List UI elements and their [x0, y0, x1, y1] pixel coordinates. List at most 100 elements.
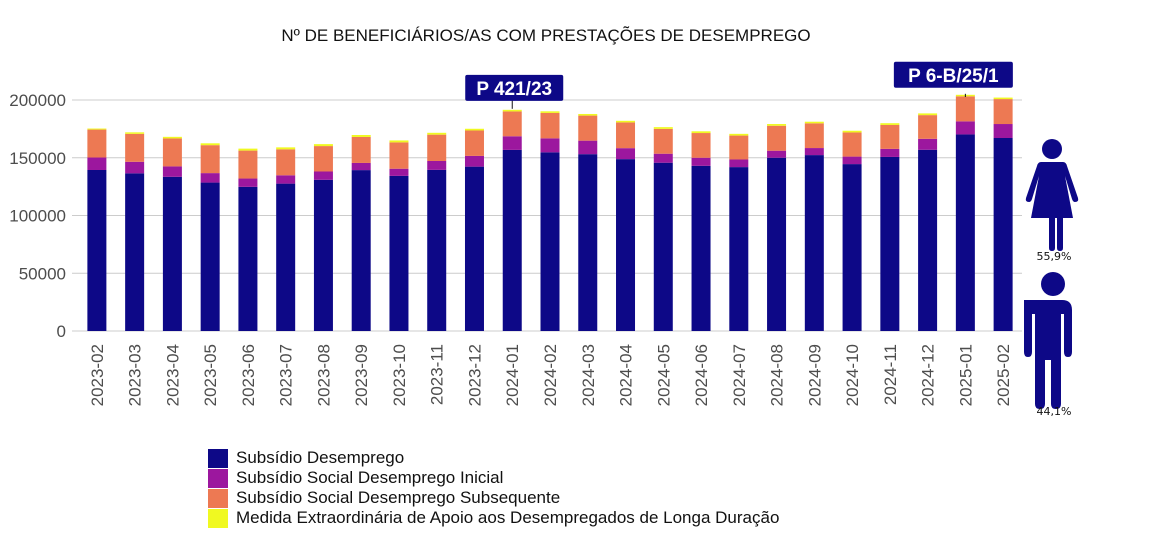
bar-segment [502, 111, 522, 137]
x-tick-label: 2023-06 [239, 344, 258, 406]
bar-segment [200, 173, 220, 183]
legend-item: Subsídio Social Desemprego Inicial [208, 468, 779, 488]
y-tick-label: 0 [57, 322, 66, 341]
bar-segment [842, 156, 862, 165]
bar-segment [880, 148, 900, 157]
bar-segment [276, 175, 296, 184]
annotation: P 6-B/25/1 [893, 61, 1013, 97]
legend-item: Subsídio Desemprego [208, 448, 779, 468]
bar-segment [653, 128, 673, 154]
y-tick-label: 50000 [19, 264, 66, 283]
legend-label: Subsídio Social Desemprego Inicial [236, 468, 504, 487]
legend-label: Medida Extraordinária de Apoio aos Desem… [236, 508, 780, 527]
bar-segment [804, 123, 824, 149]
bar-segment [616, 120, 636, 123]
bar-segment [540, 112, 560, 139]
bar-segment [653, 127, 673, 129]
legend-item: Subsídio Social Desemprego Subsequente [208, 488, 779, 508]
female-percentage: 55,9% [1036, 250, 1072, 263]
bar-segment [87, 169, 107, 331]
bar-segment [238, 178, 258, 187]
x-tick-label: 2024-03 [579, 344, 598, 406]
bar-segment [578, 115, 598, 141]
x-axis-ticks: 2023-02 2023-03 2023-04 2023-05 2023-06 2023-… [88, 344, 1013, 406]
bar-segment [729, 135, 749, 160]
bar-segment [842, 130, 862, 133]
bar-stack [767, 124, 787, 331]
bar-segment [729, 167, 749, 331]
bar-segment [540, 111, 560, 113]
bar-segment [313, 144, 333, 147]
chart-title: Nº DE BENEFICIÁRIOS/AS COM PRESTAÇÕES DE… [281, 26, 811, 45]
bar-stack [200, 143, 220, 331]
bar-segment [918, 113, 938, 116]
bar-segment [162, 176, 182, 331]
bar-segment [616, 122, 636, 149]
y-axis-ticks: 0 50000 100000 150000 200000 [9, 91, 66, 341]
x-tick-label: 2024-01 [503, 344, 522, 406]
bar-segment [313, 146, 333, 172]
bar-segment [842, 164, 862, 331]
x-tick-label: 2023-09 [352, 344, 371, 406]
bar-segment [125, 173, 145, 331]
bar-segment [691, 157, 711, 166]
bar-segment [502, 136, 522, 150]
bar-segment [993, 97, 1013, 100]
bar-segment [767, 124, 787, 126]
bar-segment [464, 155, 484, 167]
legend-swatch-subsidio-desemprego [208, 448, 228, 468]
bar-segment [616, 148, 636, 160]
bar-segment [502, 109, 522, 112]
bar-segment [427, 160, 447, 170]
bar-stack [389, 140, 409, 331]
legend-swatch-medida-extraordinaria [208, 508, 228, 528]
legend-label: Subsídio Desemprego [236, 448, 405, 467]
bar-segment [389, 175, 409, 331]
bar-segment [464, 128, 484, 131]
bar-segment [87, 129, 107, 158]
female-icon [1025, 139, 1079, 251]
bar-stack [729, 133, 749, 331]
bar-segment [578, 113, 598, 116]
bar-segment [578, 140, 598, 155]
legend-item: Medida Extraordinária de Apoio aos Desem… [208, 508, 779, 528]
x-tick-label: 2024-09 [805, 344, 824, 406]
bar-segment [880, 124, 900, 149]
bar-segment [653, 153, 673, 163]
bar-segment [691, 165, 711, 331]
bar-segment [313, 171, 333, 180]
bar-segment [918, 138, 938, 150]
bar-segment [842, 132, 862, 157]
bar-segment [351, 170, 371, 331]
bar-segment [162, 138, 182, 167]
bar-segment [276, 149, 296, 176]
annotation-label: P 421/23 [476, 79, 552, 100]
legend-label: Subsídio Social Desemprego Subsequente [236, 488, 561, 507]
bar-segment [87, 128, 107, 130]
bar-segment [162, 166, 182, 177]
bar-segment [804, 155, 824, 331]
bar-segment [691, 131, 711, 134]
annotation-box [893, 61, 1013, 88]
legend-swatch-ssd-inicial [208, 468, 228, 488]
male-icon [1024, 272, 1072, 409]
annotation-box [465, 74, 564, 101]
bar-segment [389, 140, 409, 143]
annotations: P 421/23 P 6-B/25/1 [465, 61, 1013, 109]
bar-segment [578, 154, 598, 331]
bar-segment [502, 149, 522, 331]
bar-segment [125, 133, 145, 162]
bar-stack [842, 130, 862, 331]
x-tick-label: 2024-07 [730, 344, 749, 406]
y-tick-label: 100000 [9, 207, 66, 226]
bar-stack [464, 128, 484, 331]
bar-segment [162, 136, 182, 139]
x-tick-label: 2025-01 [956, 344, 975, 406]
bar-segment [351, 162, 371, 171]
bar-stack [578, 113, 598, 331]
bar-segment [238, 150, 258, 179]
x-tick-label: 2024-04 [617, 344, 636, 406]
x-tick-label: 2023-05 [201, 344, 220, 406]
x-tick-label: 2023-08 [314, 344, 333, 406]
